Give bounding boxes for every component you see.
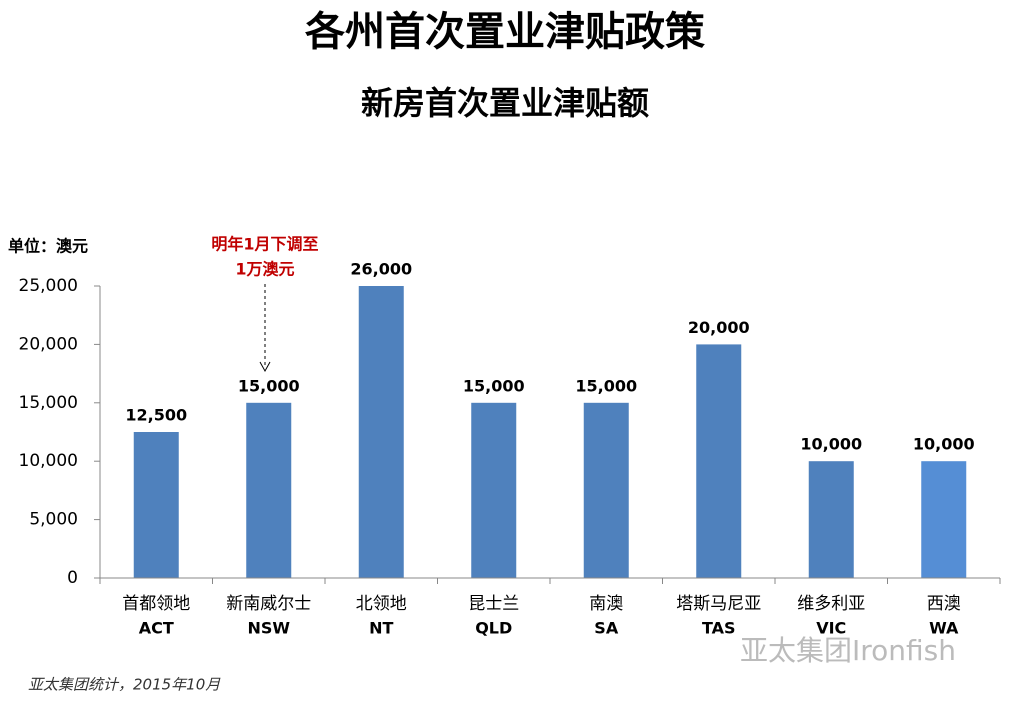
bar xyxy=(246,402,292,578)
y-axis-label: 单位：澳元 xyxy=(8,237,88,256)
value-label: 12,500 xyxy=(125,406,187,425)
annotation: 明年1月下调至 xyxy=(211,235,318,254)
bar xyxy=(808,461,854,578)
value-label: 15,000 xyxy=(238,376,300,395)
bar xyxy=(358,286,404,578)
y-tick-label: 10,000 xyxy=(19,451,78,471)
x-tick-code: ACT xyxy=(139,619,174,638)
bar xyxy=(583,402,629,578)
value-label: 15,000 xyxy=(575,376,637,395)
x-tick-label: 西澳 xyxy=(927,594,961,614)
x-tick-label: 首都领地 xyxy=(122,594,190,614)
value-label: 10,000 xyxy=(913,435,975,454)
y-tick-label: 15,000 xyxy=(19,393,78,413)
value-label: 10,000 xyxy=(800,435,862,454)
y-tick-label: 25,000 xyxy=(19,276,78,296)
x-tick-code: TAS xyxy=(702,619,736,638)
x-tick-label: 昆士兰 xyxy=(468,594,519,614)
x-tick-code: SA xyxy=(594,619,619,638)
x-tick-code: QLD xyxy=(475,619,512,638)
y-tick-label: 20,000 xyxy=(19,334,78,354)
x-tick-label: 南澳 xyxy=(589,594,623,614)
x-tick-label: 北领地 xyxy=(356,594,407,614)
bar xyxy=(696,344,742,578)
x-tick-code: NSW xyxy=(247,619,290,638)
y-tick-label: 5,000 xyxy=(29,510,78,530)
value-label: 20,000 xyxy=(688,318,750,337)
bar xyxy=(133,432,179,578)
x-tick-label: 新南威尔士 xyxy=(226,594,311,614)
annotation-arrowhead xyxy=(259,361,271,373)
x-tick-code: VIC xyxy=(816,619,846,638)
chart-subtitle: 新房首次置业津贴额 xyxy=(361,84,649,122)
x-tick-label: 塔斯马尼亚 xyxy=(676,594,761,614)
source: 亚太集团统计，2015年10月 xyxy=(28,676,221,694)
bar xyxy=(921,461,967,578)
y-tick-label: 0 xyxy=(67,568,78,588)
plot-area xyxy=(133,286,967,578)
x-tick-code: WA xyxy=(929,619,959,638)
value-label: 26,000 xyxy=(350,260,412,279)
chart-title: 各州首次置业津贴政策 xyxy=(305,9,705,55)
watermark: 亚太集团Ironfish xyxy=(740,634,956,667)
x-tick-label: 维多利亚 xyxy=(797,594,865,614)
bar xyxy=(471,402,517,578)
x-tick-code: NT xyxy=(369,619,393,638)
value-label: 15,000 xyxy=(463,376,525,395)
annotation: 1万澳元 xyxy=(235,260,294,279)
